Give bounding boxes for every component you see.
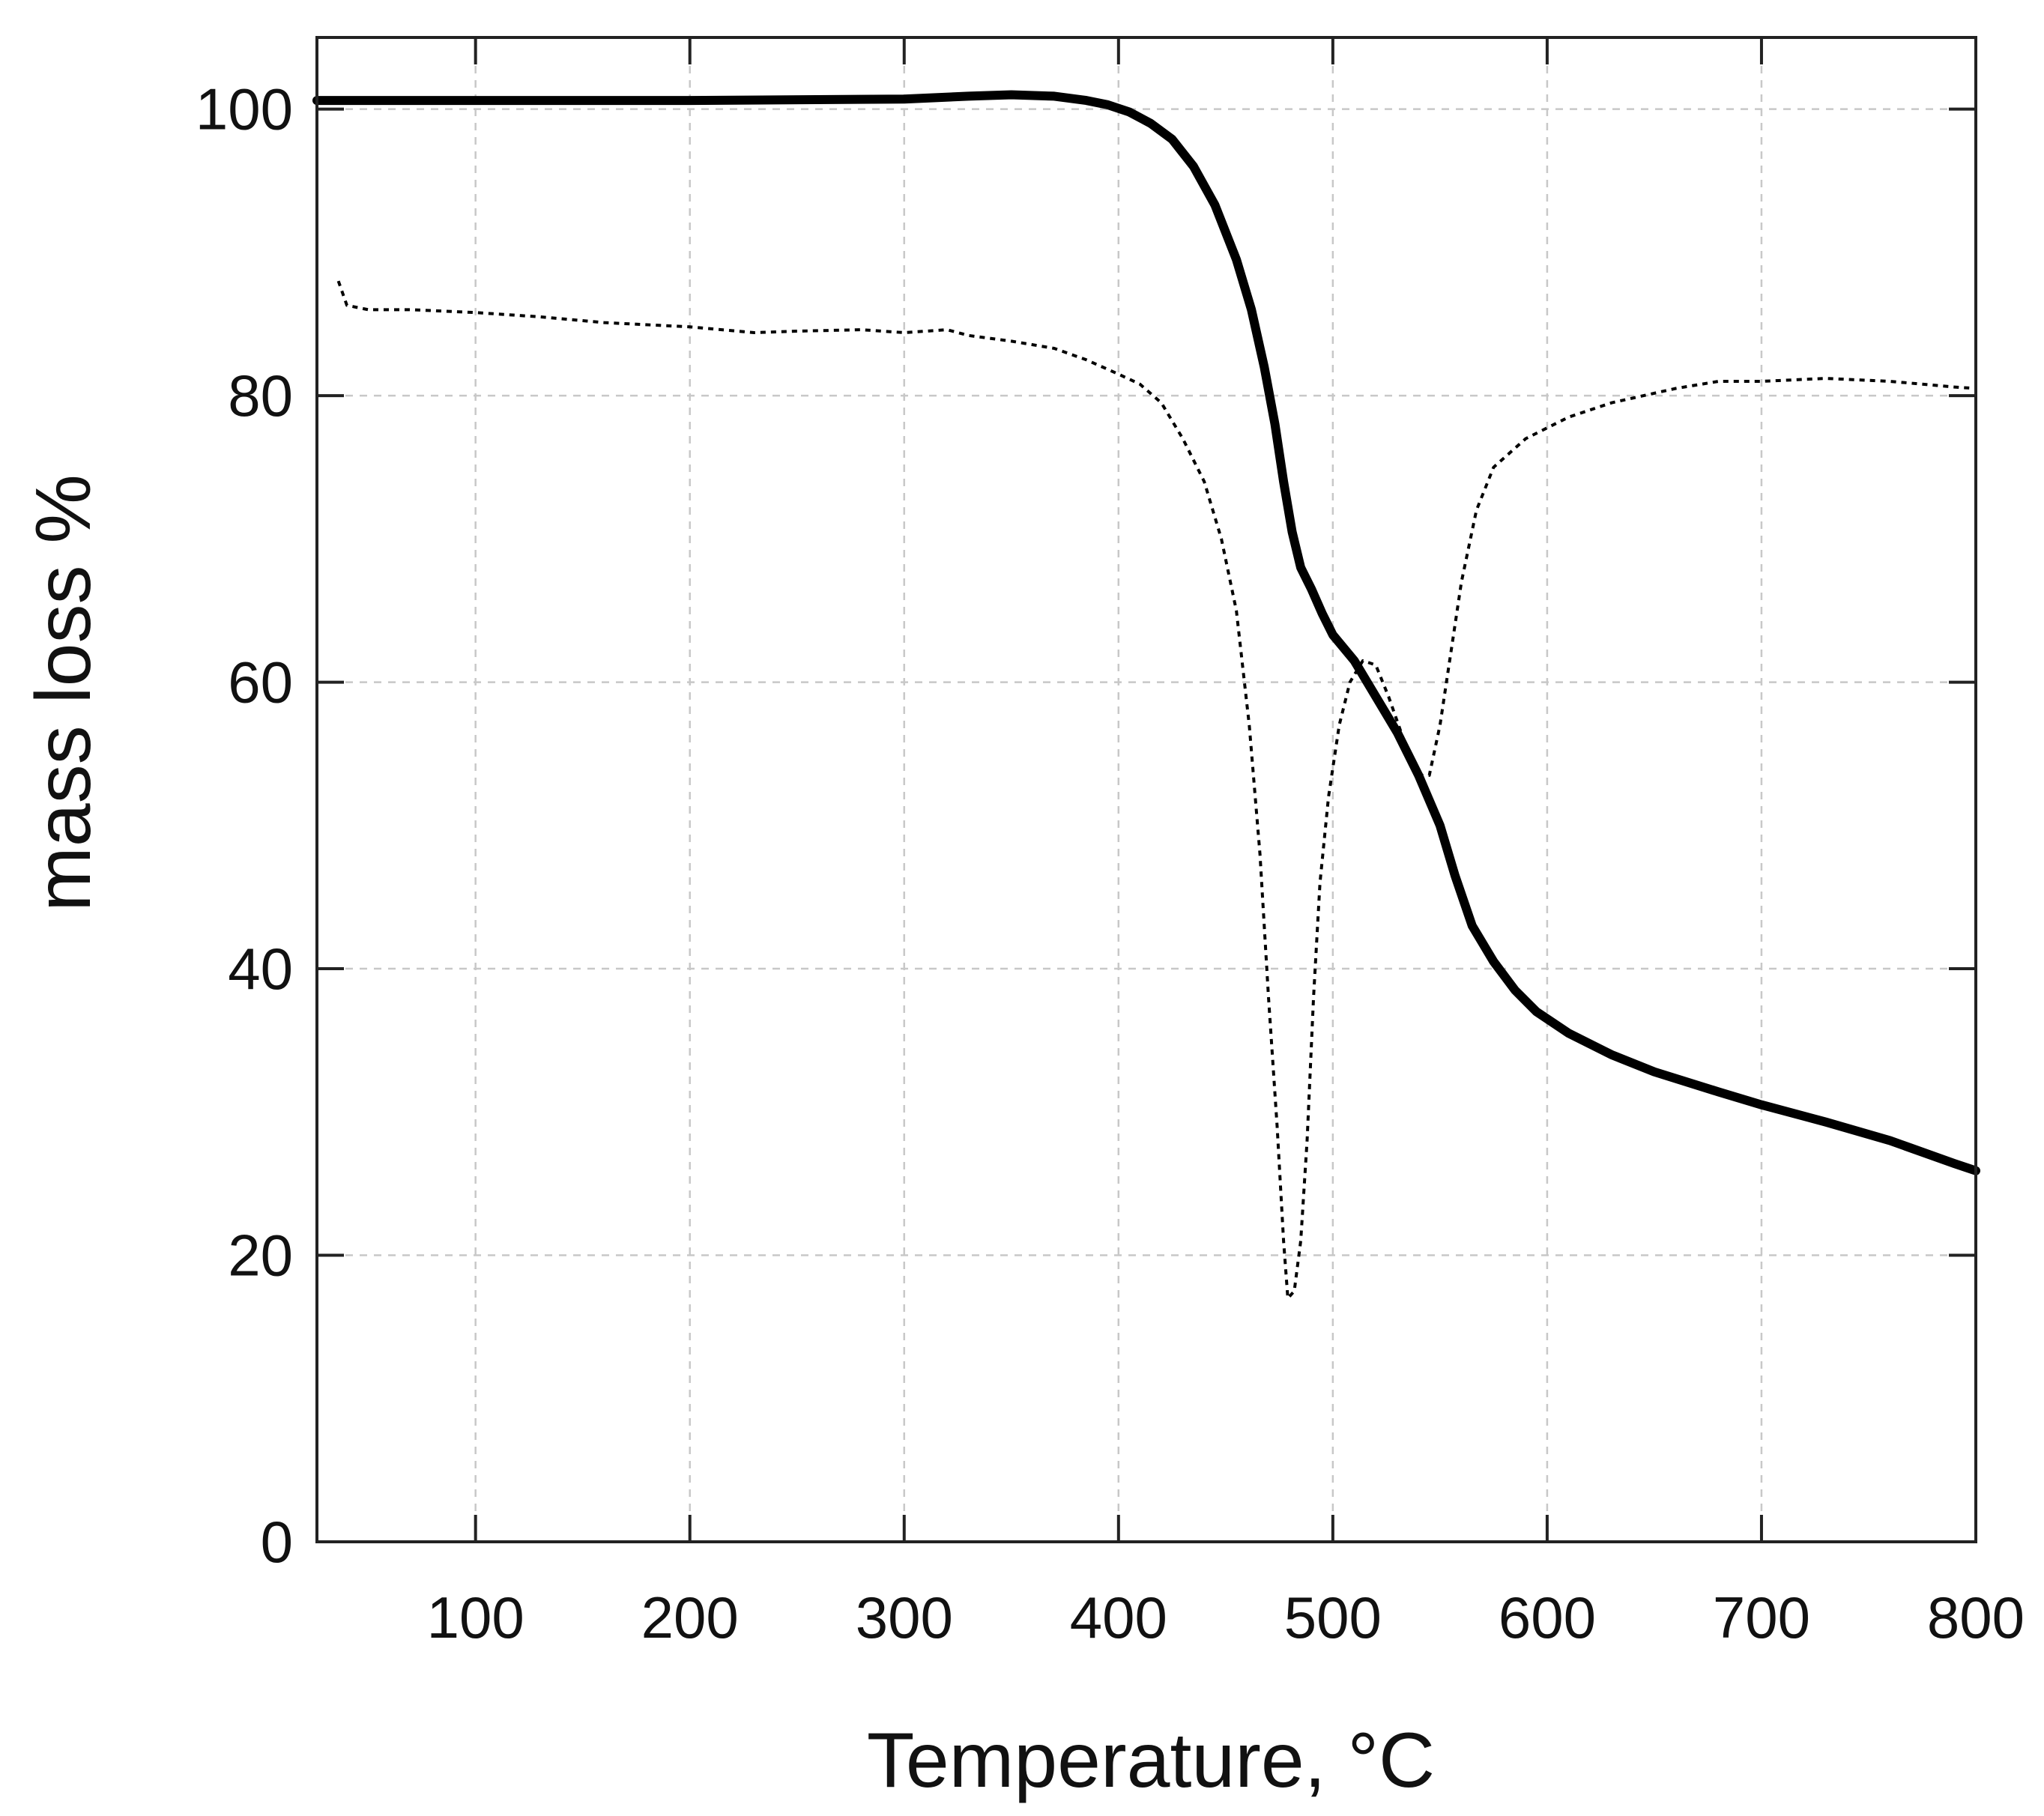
y-tick-labels: 0 20 40 60 80 100 xyxy=(196,76,293,1575)
x-tick-label: 800 xyxy=(1927,1585,2025,1650)
x-tick-label: 600 xyxy=(1499,1585,1596,1650)
x-tick-label: 300 xyxy=(856,1585,953,1650)
y-tick-label: 40 xyxy=(228,936,293,1002)
x-tick-label: 500 xyxy=(1284,1585,1382,1650)
y-tick-label: 100 xyxy=(196,76,293,142)
x-tick-label: 100 xyxy=(427,1585,524,1650)
y-tick-label: 60 xyxy=(228,650,293,715)
x-axis-title: Temperature, °C xyxy=(867,1717,1435,1804)
plot-frame xyxy=(315,36,1977,1543)
y-tick-label: 0 xyxy=(261,1509,293,1575)
y-axis-title: mass loss % xyxy=(20,474,107,912)
y-tick-label: 20 xyxy=(228,1223,293,1289)
y-tick-label: 80 xyxy=(228,363,293,429)
x-tick-labels: 100 200 300 400 500 600 700 800 xyxy=(427,1585,2025,1650)
x-tick-label: 700 xyxy=(1713,1585,1810,1650)
ticks xyxy=(317,37,1977,1543)
x-tick-label: 200 xyxy=(641,1585,739,1650)
x-tick-label: 400 xyxy=(1070,1585,1167,1650)
tg-solid-series-line xyxy=(312,90,1980,1175)
series-layer xyxy=(312,90,1980,1300)
grid xyxy=(317,37,1976,1542)
